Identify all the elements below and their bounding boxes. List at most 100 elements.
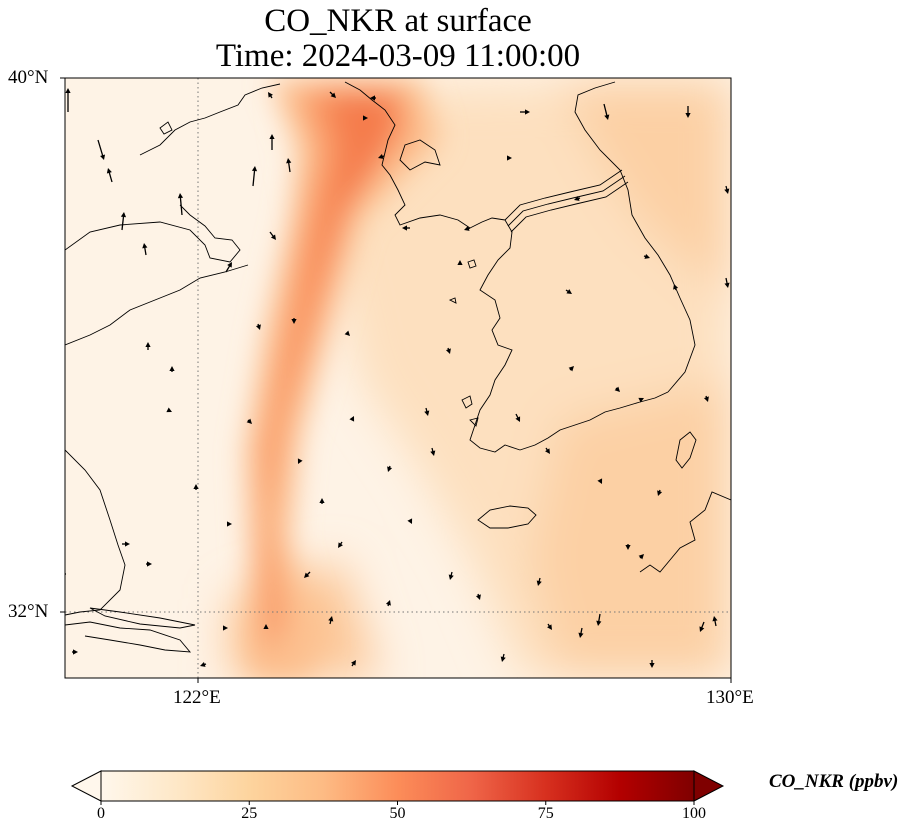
title-time: Time: 2024-03-09 11:00:00 — [215, 38, 581, 74]
island-1 — [467, 259, 477, 269]
wind-vector-head — [304, 572, 310, 578]
coastline-tsushima — [675, 431, 697, 469]
colorbar-tick-label: 100 — [682, 805, 706, 822]
colorbar-gradient — [101, 771, 694, 801]
wind-vector-head — [724, 282, 730, 288]
wind-vector-head — [363, 115, 368, 121]
wind-vector-head — [545, 448, 550, 454]
wind-vector-head — [291, 319, 297, 324]
wind-vector — [179, 195, 183, 216]
wind-vector-head — [169, 366, 175, 371]
wind-vector-head — [223, 625, 228, 631]
colorbar-extend-high — [693, 770, 725, 802]
wind-vector-head — [255, 324, 261, 330]
coastline-jeju — [477, 505, 537, 529]
wind-vector-head — [703, 396, 709, 402]
wind-vector-head — [500, 656, 506, 662]
wind-vectors — [65, 88, 730, 678]
wind-vector-head — [448, 574, 454, 580]
wind-vector-head — [445, 348, 451, 354]
wind-vector-head — [407, 518, 413, 524]
coastline-chongming — [89, 607, 196, 629]
wind-vector-head — [625, 545, 631, 550]
wind-vector-head — [270, 234, 276, 240]
lat-tick-label-32: 32°N — [8, 601, 49, 622]
wind-vector-head — [297, 458, 303, 464]
wind-vector-head — [227, 521, 232, 527]
wind-vector-head — [227, 262, 232, 268]
wind-vector-head — [547, 624, 552, 630]
map-title: CO_NKR at surface Time: 2024-03-09 11:00… — [0, 4, 796, 74]
wind-vector-head — [464, 225, 470, 231]
coastline-korea-south — [519, 391, 669, 451]
wind-vector-head — [574, 195, 580, 201]
gridlines — [65, 78, 731, 678]
wind-vector — [252, 168, 256, 187]
border-dmz-2 — [507, 175, 626, 227]
wind-vector-head — [145, 342, 151, 347]
title-variable: CO_NKR at surface — [264, 3, 532, 39]
wind-vector-head — [351, 660, 356, 666]
wind-vector-head — [614, 386, 620, 392]
wind-vector-head — [724, 188, 730, 194]
wind-vector-head — [604, 114, 610, 120]
wind-vector-head — [596, 620, 602, 626]
wind-vector-head — [338, 542, 343, 548]
wind-vector-head — [673, 284, 679, 290]
colorbar-tick-label: 25 — [241, 805, 258, 822]
wind-vector-head — [73, 649, 78, 655]
wind-vector-head — [578, 632, 584, 638]
wind-vector-head — [125, 541, 130, 547]
wind-vector-head — [344, 330, 350, 336]
colorbar-frame — [100, 770, 695, 802]
coastline-shandong — [65, 264, 249, 346]
wind-vector-head — [525, 109, 530, 115]
wind-vector-head — [349, 416, 355, 422]
lon-tick-label-130: 130°E — [706, 687, 754, 708]
colorbar-tick-label: 75 — [537, 805, 554, 822]
wind-vector-head — [370, 95, 375, 101]
wind-vector — [603, 103, 608, 118]
map-plot — [60, 77, 732, 683]
wind-vector-head — [177, 193, 184, 199]
wind-vector-head — [712, 616, 718, 622]
wind-vector-head — [330, 92, 336, 98]
wind-vector-head — [597, 478, 603, 484]
wind-vector-head — [269, 134, 275, 139]
coastline-liaodong — [139, 83, 281, 156]
wind-vector — [121, 214, 125, 231]
wind-vector-head — [657, 490, 663, 496]
wind-vector-head — [536, 580, 542, 586]
coastline-korea-east — [574, 81, 696, 393]
island-4 — [469, 417, 479, 427]
lon-tick-label-122: 122°E — [173, 687, 221, 708]
wind-vector-head — [568, 366, 574, 372]
wind-vector-head — [263, 624, 269, 629]
island-5 — [159, 121, 173, 135]
coastline-yangtze-mouth — [65, 621, 192, 653]
wind-vector-head — [699, 626, 705, 632]
wind-vector-head — [106, 168, 112, 174]
wind-vector-head — [385, 600, 391, 606]
wind-vector-head — [200, 661, 206, 667]
concentration-field — [65, 78, 731, 678]
wind-vector-head — [430, 450, 436, 456]
border-dmz — [504, 169, 623, 221]
wind-vector-head — [387, 466, 393, 472]
wind-vector-head — [193, 484, 199, 489]
wind-vector-head — [328, 616, 334, 622]
colorbar-extend-low — [70, 770, 102, 802]
wind-vector-head — [142, 243, 148, 249]
wind-vector — [97, 139, 104, 158]
wind-vector-head — [475, 594, 481, 600]
island-3 — [461, 395, 473, 409]
wind-vector-head — [644, 253, 650, 259]
coastline-kyushu — [639, 491, 731, 573]
wind-vector-head — [638, 397, 644, 403]
coastline-bohai — [65, 204, 241, 263]
wind-vector-head — [566, 289, 572, 294]
coastlines — [65, 81, 731, 653]
border-dmz-3 — [510, 181, 629, 233]
wind-vector-head — [515, 416, 521, 422]
wind-vector-head — [286, 158, 292, 164]
